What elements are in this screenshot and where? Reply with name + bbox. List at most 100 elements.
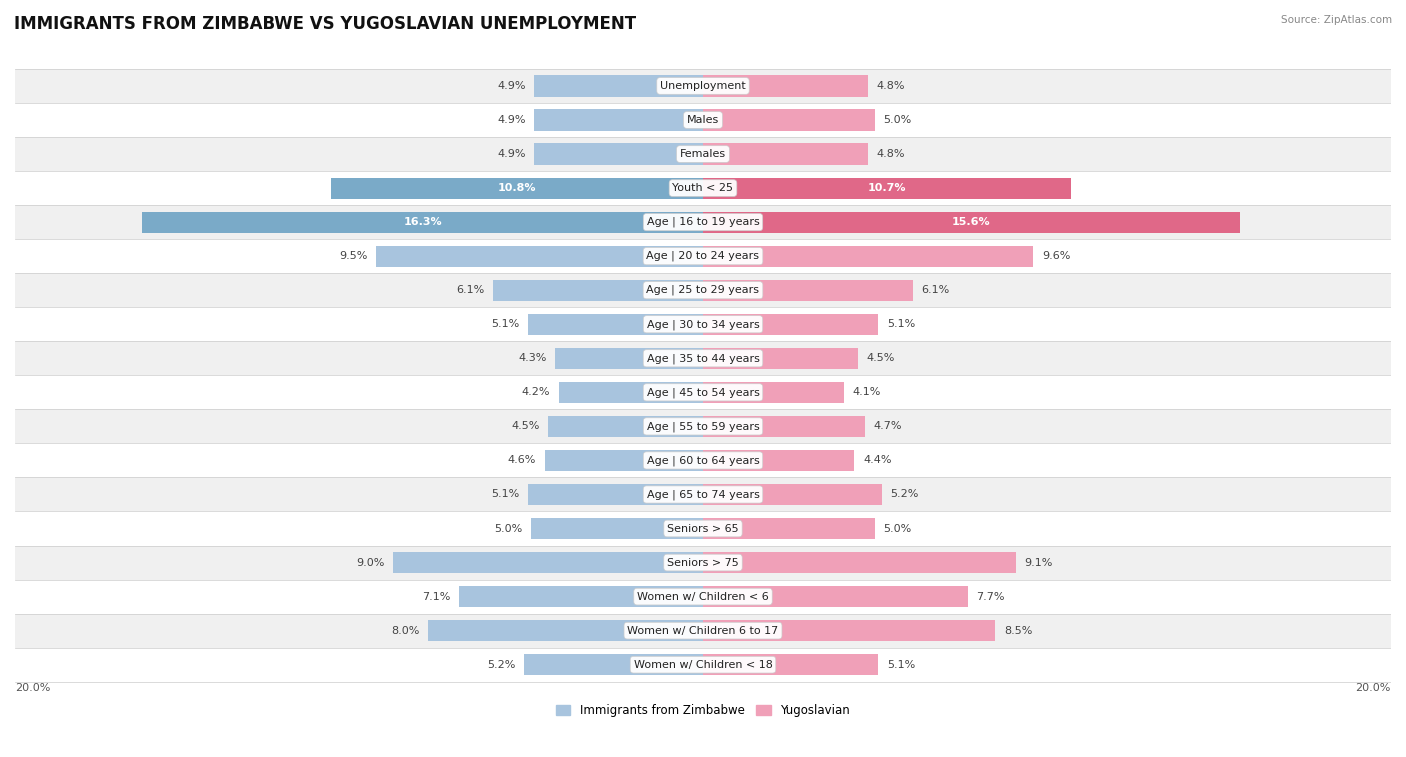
Text: 7.1%: 7.1% [422,592,450,602]
Text: 4.5%: 4.5% [512,422,540,431]
Bar [703,76,868,96]
Text: Women w/ Children 6 to 17: Women w/ Children 6 to 17 [627,625,779,636]
Text: 4.5%: 4.5% [866,354,894,363]
Text: 16.3%: 16.3% [404,217,441,227]
Text: Women w/ Children < 18: Women w/ Children < 18 [634,659,772,670]
Bar [15,341,1391,375]
Bar [15,546,1391,580]
Bar [458,586,703,607]
Bar [703,178,1071,198]
Text: 15.6%: 15.6% [952,217,991,227]
Text: Age | 45 to 54 years: Age | 45 to 54 years [647,387,759,397]
Text: Age | 16 to 19 years: Age | 16 to 19 years [647,217,759,227]
Text: 6.1%: 6.1% [921,285,949,295]
Text: Seniors > 75: Seniors > 75 [666,558,740,568]
Bar [15,307,1391,341]
Bar [524,654,703,675]
Bar [703,279,912,301]
Text: 8.5%: 8.5% [1004,625,1032,636]
Bar [703,620,995,641]
Bar [377,245,703,266]
Bar [332,178,703,198]
Bar [15,410,1391,444]
Text: 5.2%: 5.2% [486,659,516,670]
Bar [534,144,703,164]
Text: Age | 55 to 59 years: Age | 55 to 59 years [647,421,759,431]
Text: 7.7%: 7.7% [977,592,1005,602]
Text: Women w/ Children < 6: Women w/ Children < 6 [637,592,769,602]
Bar [427,620,703,641]
Text: 4.8%: 4.8% [877,149,905,159]
Text: 5.1%: 5.1% [887,659,915,670]
Bar [703,518,875,539]
Text: 5.1%: 5.1% [491,319,519,329]
Bar [703,347,858,369]
Bar [703,654,879,675]
Text: 4.9%: 4.9% [498,81,526,91]
Bar [548,416,703,437]
Text: 4.7%: 4.7% [873,422,901,431]
Bar [703,484,882,505]
Bar [703,382,844,403]
Bar [15,444,1391,478]
Text: Age | 30 to 34 years: Age | 30 to 34 years [647,319,759,329]
Text: 5.0%: 5.0% [883,115,912,125]
Legend: Immigrants from Zimbabwe, Yugoslavian: Immigrants from Zimbabwe, Yugoslavian [551,699,855,722]
Text: Males: Males [688,115,718,125]
Text: Age | 25 to 29 years: Age | 25 to 29 years [647,285,759,295]
Text: 5.1%: 5.1% [887,319,915,329]
Text: 10.8%: 10.8% [498,183,537,193]
Text: 5.1%: 5.1% [491,490,519,500]
Bar [703,144,868,164]
Bar [703,552,1017,573]
Text: 4.1%: 4.1% [852,388,882,397]
Text: IMMIGRANTS FROM ZIMBABWE VS YUGOSLAVIAN UNEMPLOYMENT: IMMIGRANTS FROM ZIMBABWE VS YUGOSLAVIAN … [14,15,636,33]
Bar [534,76,703,96]
Bar [15,69,1391,103]
Bar [534,110,703,130]
Bar [394,552,703,573]
Bar [531,518,703,539]
Text: 4.4%: 4.4% [863,456,891,466]
Text: 4.6%: 4.6% [508,456,536,466]
Text: Age | 65 to 74 years: Age | 65 to 74 years [647,489,759,500]
Bar [703,313,879,335]
Bar [703,450,855,471]
Bar [142,211,703,232]
Bar [15,205,1391,239]
Text: Source: ZipAtlas.com: Source: ZipAtlas.com [1281,15,1392,25]
Text: Seniors > 65: Seniors > 65 [668,524,738,534]
Bar [703,211,1240,232]
Bar [15,103,1391,137]
Bar [15,239,1391,273]
Bar [15,137,1391,171]
Text: 4.8%: 4.8% [877,81,905,91]
Bar [15,648,1391,682]
Text: 4.9%: 4.9% [498,149,526,159]
Text: 9.0%: 9.0% [357,558,385,568]
Text: 9.1%: 9.1% [1025,558,1053,568]
Bar [15,478,1391,512]
Bar [15,580,1391,614]
Text: 6.1%: 6.1% [457,285,485,295]
Bar [15,171,1391,205]
Bar [703,416,865,437]
Text: Females: Females [681,149,725,159]
Bar [555,347,703,369]
Text: 5.0%: 5.0% [883,524,912,534]
Bar [544,450,703,471]
Text: 5.0%: 5.0% [494,524,523,534]
Bar [558,382,703,403]
Bar [527,484,703,505]
Bar [15,614,1391,648]
Text: 10.7%: 10.7% [868,183,907,193]
Text: 4.2%: 4.2% [522,388,550,397]
Text: 9.6%: 9.6% [1042,251,1070,261]
Bar [527,313,703,335]
Text: Unemployment: Unemployment [661,81,745,91]
Bar [703,586,967,607]
Text: Age | 35 to 44 years: Age | 35 to 44 years [647,353,759,363]
Text: Youth < 25: Youth < 25 [672,183,734,193]
Bar [703,245,1033,266]
Bar [15,273,1391,307]
